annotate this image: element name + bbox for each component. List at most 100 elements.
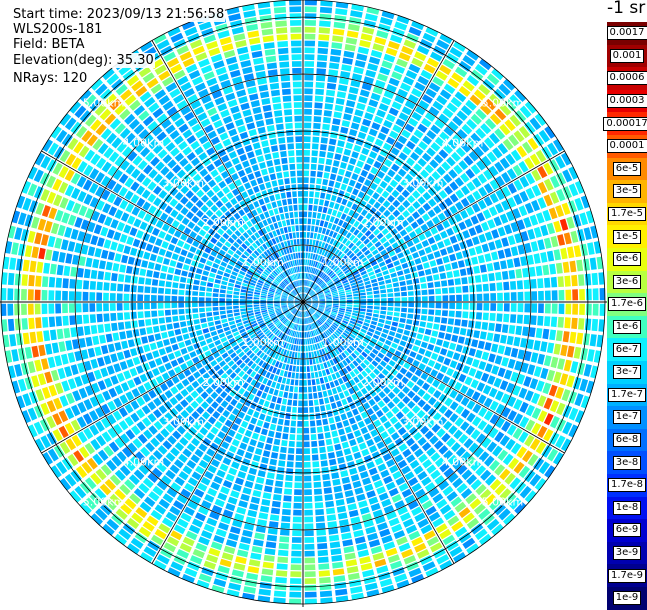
data-cell — [355, 415, 362, 422]
data-cell — [293, 510, 302, 516]
data-cell — [347, 164, 354, 171]
data-cell — [318, 392, 323, 398]
data-cell — [334, 22, 346, 29]
data-cell — [360, 305, 366, 308]
data-cell — [209, 273, 216, 278]
data-cell — [359, 289, 365, 292]
data-cell — [241, 421, 248, 428]
data-cell — [276, 369, 281, 375]
data-cell — [267, 472, 275, 479]
data-cell — [340, 298, 346, 300]
data-cell — [304, 455, 310, 461]
data-cell — [290, 358, 293, 364]
data-cell — [211, 401, 219, 409]
data-cell — [475, 370, 483, 379]
data-cell — [285, 364, 289, 370]
data-cell — [418, 348, 425, 355]
data-cell — [166, 317, 172, 323]
data-cell — [146, 244, 154, 252]
data-cell — [155, 358, 163, 366]
data-cell — [373, 43, 385, 51]
data-cell — [382, 270, 389, 275]
data-cell — [404, 330, 411, 336]
data-cell — [365, 13, 378, 21]
data-cell — [152, 228, 160, 236]
data-cell — [540, 225, 548, 236]
data-cell — [290, 379, 294, 385]
data-cell — [303, 346, 305, 352]
data-cell — [383, 254, 390, 260]
data-cell — [340, 300, 346, 302]
data-cell — [337, 91, 346, 98]
data-cell — [394, 287, 400, 292]
data-cell — [14, 227, 22, 240]
data-cell — [370, 324, 376, 329]
data-cell — [242, 487, 251, 495]
data-cell — [456, 311, 462, 318]
data-cell — [308, 345, 311, 351]
data-cell — [130, 294, 136, 301]
data-cell — [211, 331, 218, 336]
data-cell — [355, 536, 366, 544]
data-cell — [186, 284, 192, 289]
data-cell — [355, 60, 366, 68]
data-cell — [206, 397, 214, 405]
data-cell — [367, 306, 373, 309]
data-cell — [143, 344, 150, 352]
data-cell — [304, 387, 308, 393]
data-cell — [361, 148, 369, 156]
data-cell — [401, 313, 407, 318]
data-cell — [130, 303, 136, 310]
data-cell — [101, 250, 108, 259]
data-cell — [117, 222, 125, 232]
data-cell — [61, 239, 69, 250]
data-cell — [425, 350, 432, 357]
data-cell — [373, 314, 379, 318]
data-cell — [304, 150, 310, 156]
data-cell — [119, 264, 126, 272]
data-cell — [310, 171, 316, 177]
data-cell — [331, 403, 337, 410]
data-cell — [299, 380, 302, 386]
data-cell — [304, 407, 309, 413]
data-cell — [434, 362, 442, 370]
data-cell — [42, 276, 48, 287]
data-cell — [460, 328, 467, 336]
data-cell — [289, 365, 293, 371]
data-cell — [259, 213, 265, 220]
data-cell — [151, 303, 157, 309]
data-cell — [401, 292, 407, 297]
data-cell — [433, 274, 440, 280]
data-cell — [408, 291, 414, 296]
data-cell — [274, 439, 281, 446]
data-cell — [161, 265, 168, 272]
data-cell — [358, 132, 367, 140]
data-cell — [213, 298, 219, 302]
data-cell — [240, 302, 246, 305]
data-cell — [76, 315, 82, 324]
data-cell — [414, 314, 420, 319]
data-cell — [503, 282, 509, 291]
data-cell — [76, 292, 82, 301]
data-cell — [253, 186, 260, 193]
data-cell — [482, 244, 490, 253]
data-cell — [227, 287, 233, 291]
data-cell — [449, 311, 455, 317]
data-cell — [244, 182, 251, 189]
data-cell — [509, 325, 516, 334]
data-cell — [124, 284, 130, 292]
data-cell — [304, 61, 314, 67]
data-cell — [300, 353, 302, 359]
data-cell — [259, 464, 267, 471]
data-cell — [28, 318, 35, 329]
data-cell — [289, 386, 293, 392]
data-cell — [441, 317, 447, 323]
data-cell — [354, 167, 362, 174]
data-cell — [405, 325, 412, 331]
data-cell — [225, 503, 235, 511]
data-cell — [201, 391, 209, 399]
data-cell — [233, 299, 239, 302]
data-cell — [117, 303, 123, 311]
data-cell — [418, 249, 425, 256]
data-cell — [322, 124, 330, 131]
